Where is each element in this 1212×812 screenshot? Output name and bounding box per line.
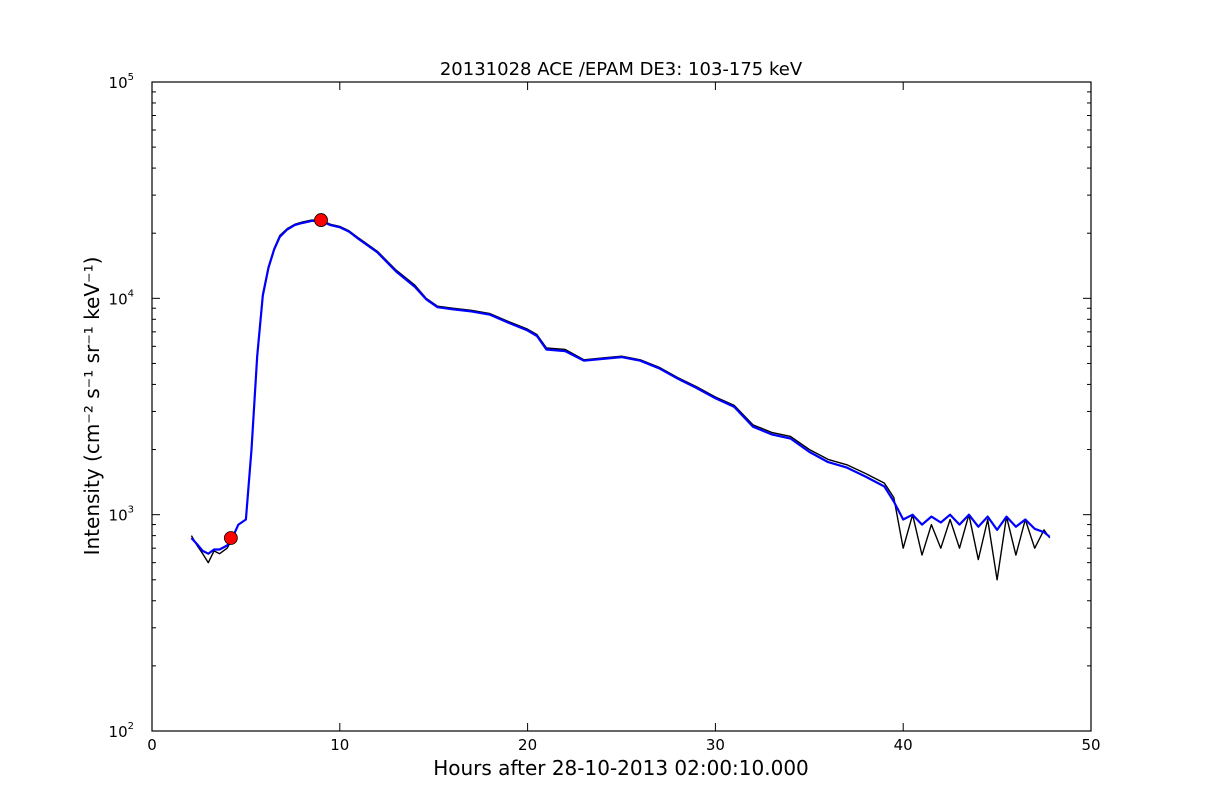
series-line-2 bbox=[190, 219, 1051, 555]
y-tick-label: 104 bbox=[109, 288, 134, 308]
x-tick-label: 40 bbox=[894, 736, 913, 754]
chart-title: 20131028 ACE /EPAM DE3: 103-175 keV bbox=[440, 59, 803, 80]
y-axis-label: Intensity (cm⁻² s⁻¹ sr⁻¹ keV⁻¹) bbox=[80, 257, 104, 556]
plot-frame bbox=[151, 81, 1092, 732]
x-tick-labels: 0 10 20 30 40 50 bbox=[147, 736, 1100, 754]
series-layer bbox=[190, 219, 1051, 581]
x-tick-label: 10 bbox=[330, 736, 349, 754]
y-tick-label: 103 bbox=[109, 505, 134, 525]
x-tick-label: 50 bbox=[1081, 736, 1100, 754]
peak-marker-2 bbox=[314, 213, 328, 227]
x-tick-label: 0 bbox=[147, 736, 157, 754]
marker-layer bbox=[223, 213, 328, 545]
ticks-layer bbox=[151, 81, 1092, 732]
x-axis-label: Hours after 28-10-2013 02:00:10.000 bbox=[433, 756, 809, 780]
y-tick-labels: 102 103 104 105 bbox=[109, 72, 134, 741]
x-tick-label: 20 bbox=[518, 736, 537, 754]
y-tick-label: 105 bbox=[109, 72, 134, 92]
x-tick-label: 30 bbox=[706, 736, 725, 754]
peak-marker-1 bbox=[223, 531, 238, 545]
y-tick-label: 102 bbox=[109, 721, 134, 741]
